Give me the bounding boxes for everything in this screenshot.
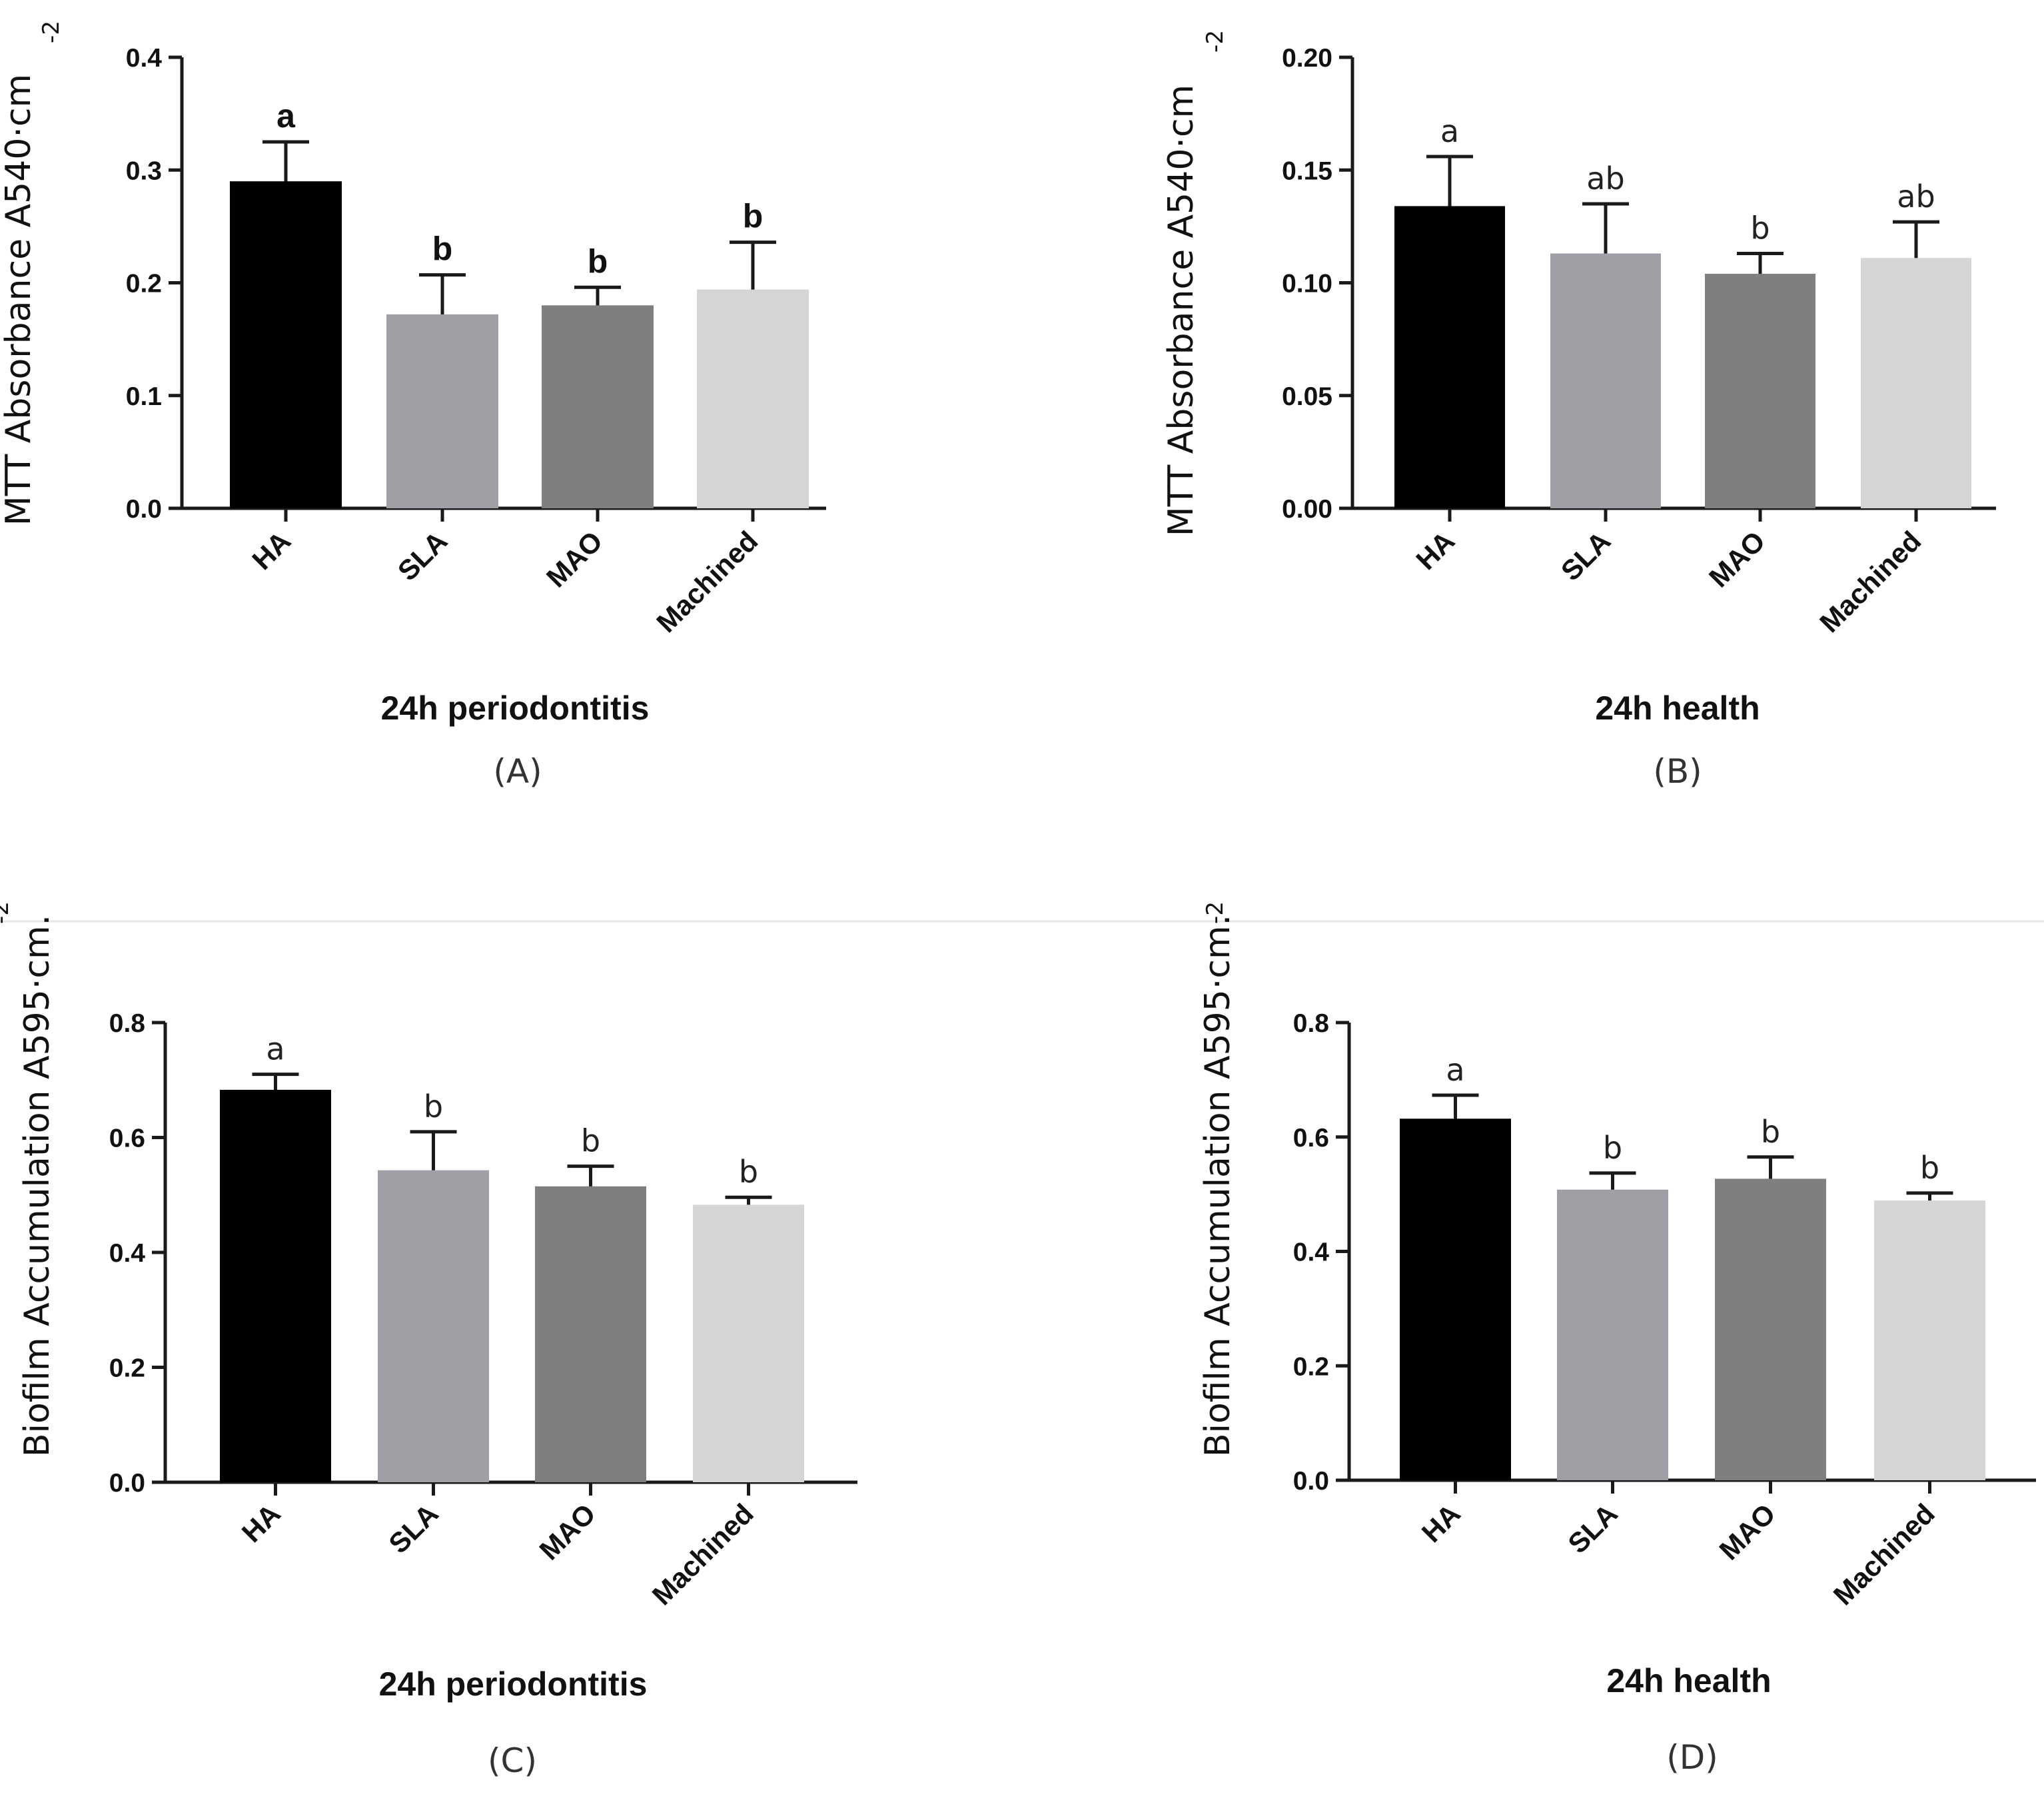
significance-label: ab [1586, 161, 1624, 197]
bar-sla [386, 314, 498, 508]
x-tick-label: SLA [392, 525, 454, 587]
panel-label: (C) [488, 1741, 537, 1780]
significance-label: a [276, 97, 296, 135]
x-tick-label: SLA [382, 1498, 444, 1560]
bar-sla [378, 1170, 489, 1482]
y-tick-label: 0.10 [1282, 270, 1332, 298]
y-tick-label: 0.20 [1282, 44, 1332, 73]
y-tick-label: 0.4 [126, 44, 163, 73]
x-tick-label: MAO [540, 525, 609, 594]
x-tick-label: Machined [1813, 525, 1927, 638]
significance-label: ab [1897, 179, 1935, 215]
y-axis-label-superscript: -2 [1202, 30, 1229, 53]
significance-label: b [581, 1123, 600, 1159]
x-tick-label: MAO [1703, 525, 1772, 594]
y-tick-label: 0.4 [1293, 1238, 1330, 1267]
chart-panel-b: 0.00 0.05 0.10 0.15 0.20 HA a SLA ab MAO b Machined… [1161, 30, 1996, 791]
significance-label: b [588, 242, 608, 280]
significance-label: b [1750, 210, 1770, 246]
bar-ha [220, 1089, 331, 1482]
x-tick-label: Machined [1827, 1498, 1941, 1611]
y-axis-label: Biofilm Accumulation A595·cm. [17, 915, 57, 1457]
y-tick-label: 0.15 [1282, 157, 1332, 185]
significance-label: b [432, 230, 453, 268]
significance-label: a [266, 1031, 284, 1067]
y-tick-label: 0.0 [1293, 1467, 1329, 1496]
y-axis-label: MTT Absorbance A540·cm [1161, 85, 1201, 536]
bar-machined [1874, 1200, 1985, 1480]
panel-label: (B) [1653, 752, 1702, 791]
y-axis-label-superscript: -2 [0, 901, 14, 924]
x-axis-label: 24h health [1595, 689, 1760, 727]
bar-sla [1557, 1189, 1668, 1480]
x-axis-label: 24h periodontitis [381, 689, 650, 727]
y-tick-label: 0.0 [126, 495, 162, 524]
y-tick-label: 0.2 [126, 270, 162, 298]
x-axis-label: 24h health [1606, 1662, 1771, 1699]
significance-label: b [1920, 1150, 1939, 1186]
bar-ha [1394, 206, 1505, 508]
x-tick-label: Machined [646, 1498, 760, 1611]
y-tick-label: 0.05 [1282, 382, 1332, 411]
chart-panel-c: 0.0 0.2 0.4 0.6 0.8 HA a SLA b MAO b Machined b Biofi… [0, 901, 857, 1780]
y-tick-label: 0.6 [1293, 1124, 1329, 1152]
panel-label: (D) [1666, 1738, 1718, 1777]
y-tick-label: 0.4 [109, 1239, 146, 1268]
x-tick-label: SLA [1562, 1498, 1624, 1560]
y-tick-label: 0.8 [109, 1009, 145, 1038]
y-tick-label: 0.00 [1282, 495, 1332, 524]
bar-mao [1715, 1178, 1826, 1480]
y-axis-label-superscript: -2 [1202, 901, 1229, 924]
y-tick-label: 0.1 [126, 382, 162, 411]
y-axis-label: MTT Absorbance A540·cm [0, 74, 39, 526]
significance-label: b [739, 1154, 758, 1190]
x-tick-label: SLA [1555, 525, 1617, 587]
bar-mao [535, 1186, 646, 1482]
x-tick-label: HA [1410, 525, 1460, 576]
y-axis-label-superscript: -2 [38, 21, 65, 43]
significance-label: b [424, 1089, 443, 1125]
bar-ha [1400, 1119, 1511, 1480]
bar-machined [693, 1204, 804, 1482]
y-tick-label: 0.2 [1293, 1352, 1329, 1381]
bar-ha [230, 181, 342, 508]
chart-panel-d: 0.0 0.2 0.4 0.6 0.8 HA a SLA b MAO b Machined b Biofi… [1198, 901, 2036, 1777]
x-tick-label: HA [1416, 1498, 1466, 1548]
chart-panel-a: 0.0 0.1 0.2 0.3 0.4 HA a SLA b MAO b Machined b MTT A… [0, 21, 826, 791]
significance-label: a [1446, 1052, 1464, 1088]
significance-label: b [1603, 1130, 1622, 1166]
x-tick-label: Machined [650, 525, 764, 638]
bar-machined [1861, 258, 1971, 508]
y-axis-label: Biofilm Accumulation A595·cm. [1198, 915, 1238, 1457]
bar-sla [1550, 253, 1661, 508]
significance-label: b [743, 198, 764, 235]
bar-mao [1705, 273, 1815, 508]
x-tick-label: MAO [533, 1498, 602, 1566]
y-tick-label: 0.2 [109, 1354, 145, 1383]
x-tick-label: HA [236, 1498, 286, 1548]
bar-mao [542, 305, 654, 508]
y-tick-label: 0.8 [1293, 1009, 1329, 1038]
y-tick-label: 0.6 [109, 1125, 145, 1153]
y-tick-label: 0.0 [109, 1469, 145, 1498]
y-tick-label: 0.3 [126, 157, 162, 185]
significance-label: b [1761, 1114, 1780, 1150]
panel-label: (A) [493, 752, 542, 791]
x-tick-label: HA [246, 525, 296, 576]
x-axis-label: 24h periodontitis [379, 1665, 648, 1703]
significance-label: a [1440, 113, 1459, 149]
bar-machined [697, 289, 809, 508]
x-tick-label: MAO [1713, 1498, 1782, 1566]
